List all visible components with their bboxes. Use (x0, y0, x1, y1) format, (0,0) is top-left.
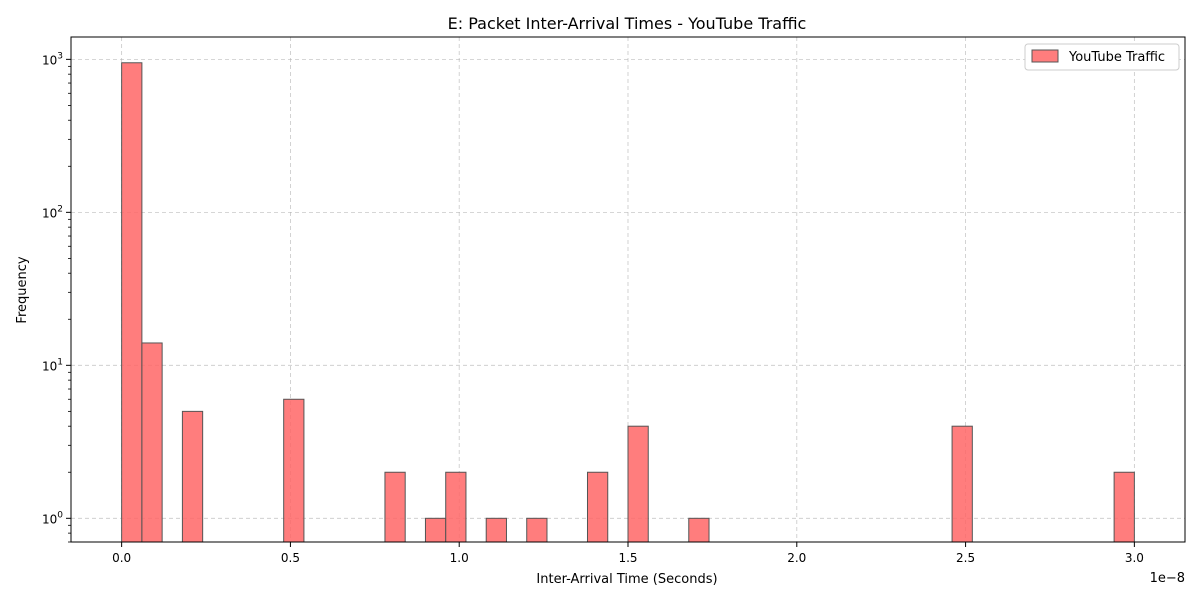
chart-title: E: Packet Inter-Arrival Times - YouTube … (448, 14, 807, 33)
y-tick-label: 101 (42, 357, 63, 373)
histogram-bar (586, 471, 609, 542)
grid-lines (71, 37, 1185, 542)
y-axis-ticks: 100 101 102 103 (42, 51, 71, 543)
histogram-bar (181, 410, 204, 542)
x-tick-label: 1.5 (618, 551, 637, 565)
bars (121, 62, 1135, 542)
y-tick-label: 100 (42, 510, 63, 526)
x-tick-label: 2.5 (956, 551, 975, 565)
histogram-bar (1113, 471, 1135, 542)
y-tick-label: 103 (42, 51, 63, 67)
histogram-bar (485, 517, 507, 542)
histogram-bar (121, 62, 143, 542)
histogram-bar (627, 425, 649, 542)
legend-swatch (1031, 49, 1059, 63)
x-tick-label: 2.0 (787, 551, 806, 565)
legend: YouTube Traffic (1024, 43, 1180, 71)
histogram-bar (445, 471, 467, 542)
histogram-bar (384, 471, 406, 542)
legend-frame (1024, 43, 1180, 71)
legend-label: YouTube Traffic (1068, 50, 1165, 65)
x-axis-ticks: 0.0 0.5 1.0 1.5 2.0 2.5 3.0 (112, 542, 1144, 565)
x-axis-label: Inter-Arrival Time (Seconds) (536, 572, 717, 587)
x-tick-label: 0.5 (281, 551, 300, 565)
y-tick-label: 102 (42, 204, 63, 220)
histogram-bar (424, 517, 447, 542)
histogram-bar (688, 517, 710, 542)
y-axis-label: Frequency (15, 256, 30, 323)
histogram-bar (526, 517, 548, 542)
x-tick-label: 1.0 (450, 551, 469, 565)
x-axis-offset-label: 1e−8 (1150, 571, 1185, 586)
histogram-bar (951, 425, 973, 542)
x-tick-label: 0.0 (112, 551, 131, 565)
x-tick-label: 3.0 (1125, 551, 1144, 565)
histogram-bar (283, 398, 305, 542)
histogram-bar (141, 342, 163, 542)
